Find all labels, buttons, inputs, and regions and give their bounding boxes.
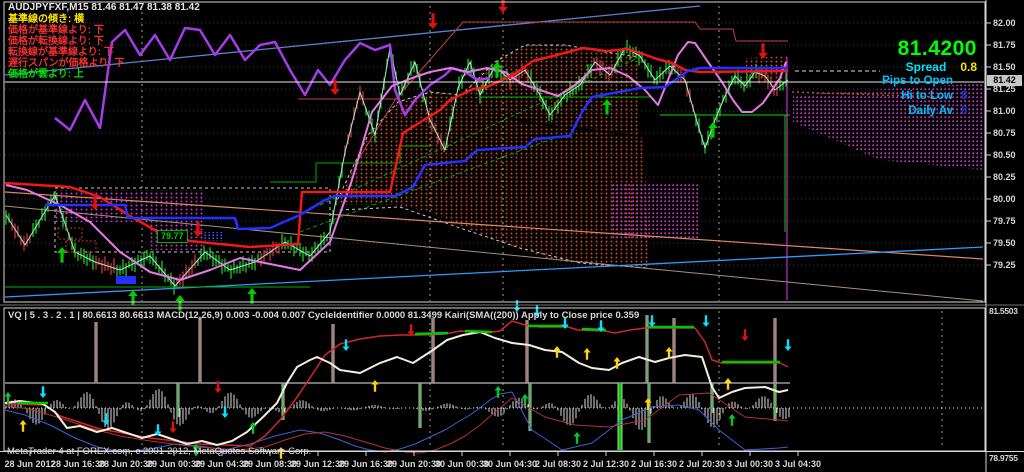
price-stat-row: Pips to Open <box>882 74 977 89</box>
y-axis-label: 79.75 <box>993 216 1016 226</box>
spread-label: Spread <box>905 60 947 74</box>
stat-label: Pips to Open <box>882 75 953 87</box>
ichimoku-status-line: 遅行スパンが価格より: 下 <box>8 58 125 69</box>
ichimoku-status-line: 転換線が基準線より: 下 <box>8 47 114 58</box>
x-axis-label: 2 Jul 08:30 <box>534 459 582 469</box>
price-stat-row: Hi to Low 8 <box>882 89 977 104</box>
stat-value: 8 <box>961 90 968 102</box>
x-axis-label: 28 Jun 2012 <box>4 459 56 469</box>
x-axis-label: 28 Jun 16:30 <box>50 459 106 469</box>
y-axis-label: 81.25 <box>993 84 1016 94</box>
price-stats-rows: Pips to Open Hi to Low 8 Daily Av 8 <box>882 74 977 119</box>
y-axis-label: 79.50 <box>993 238 1016 248</box>
x-axis-label: 29 Jun 16:30 <box>338 459 394 469</box>
x-axis-label: 28 Jun 20:30 <box>98 459 154 469</box>
spread-value: 0.8 <box>960 60 977 74</box>
y-axis-label: 81.75 <box>993 40 1016 50</box>
ichimoku-status-line: 価格が転換線より: 下 <box>8 36 104 47</box>
y-axis-label: 81.50 <box>993 62 1016 72</box>
copyright-text: MetaTrader 4 at FOREX.com, c 2001-2012, … <box>7 446 312 457</box>
price-tag-79-77: 79.77 <box>157 230 188 243</box>
chart-symbol-title: AUDJPYFXF,M15 81.46 81.47 81.38 81.42 <box>8 2 200 13</box>
x-axis-label: 2 Jul 12:30 <box>582 459 630 469</box>
x-axis-label: 29 Jun 04:30 <box>194 459 250 469</box>
main-chart-layer <box>4 0 985 311</box>
current-price-axis-box: 81.42 <box>987 75 1022 86</box>
ichimoku-status-line: 価格が基準線より: 下 <box>8 25 104 36</box>
signal-arrows-main <box>57 0 768 311</box>
x-axis-label: 29 Jun 20:30 <box>386 459 442 469</box>
y-axis-label: 80.00 <box>993 194 1016 204</box>
indicator-layer <box>4 300 984 459</box>
x-axis-label: 29 Jun 00:30 <box>146 459 202 469</box>
y-axis-label: 80.50 <box>993 150 1016 160</box>
signal-arrows-indicator <box>4 300 792 459</box>
stat-value: 8 <box>961 105 968 117</box>
x-axis-label: 3 Jul 00:30 <box>726 459 774 469</box>
x-axis-label: 2 Jul 20:30 <box>678 459 726 469</box>
y-axis-label: 81.00 <box>993 106 1016 116</box>
y-axis-label: 79.25 <box>993 260 1016 270</box>
y-axis-label: 80.75 <box>993 128 1016 138</box>
x-axis-label: 3 Jul 04:30 <box>774 459 822 469</box>
stat-label: Hi to Low <box>901 90 953 102</box>
ichimoku-status-panel: 基準線の傾き: 横価格が基準線より: 下価格が転換線より: 下転換線が基準線より… <box>8 14 124 80</box>
x-axis-label: 30 Jun 04:30 <box>482 459 538 469</box>
x-axis-label: 29 Jun 08:30 <box>242 459 298 469</box>
spread-row: Spread 0.8 <box>882 60 977 74</box>
indicator-axis-max: 81.5503 <box>989 306 1018 316</box>
macd-histogram <box>5 388 790 431</box>
y-axis-label: 80.25 <box>993 172 1016 182</box>
price-stat-row: Daily Av 8 <box>882 104 977 119</box>
current-price: 81.4200 <box>897 37 977 60</box>
indicator-axis-min: 78.9755 <box>989 453 1018 463</box>
x-axis-label: 30 Jun 00:30 <box>434 459 490 469</box>
stat-label: Daily Av <box>908 105 953 117</box>
price-info-panel: 81.4200 Spread 0.8 Pips to Open Hi to Low 8… <box>882 38 977 119</box>
ichimoku-status-line: 価格が雲より: 上 <box>8 69 84 80</box>
ichimoku-status-line: 基準線の傾き: 横 <box>8 14 85 25</box>
x-axis-label: 2 Jul 16:30 <box>630 459 678 469</box>
x-axis-label: 29 Jun 12:30 <box>290 459 346 469</box>
y-axis-label: 82.00 <box>993 18 1016 28</box>
indicator-header: VQ | 5 . 3 . 2 . 1 | 80.6613 80.6613 MAC… <box>8 310 640 321</box>
